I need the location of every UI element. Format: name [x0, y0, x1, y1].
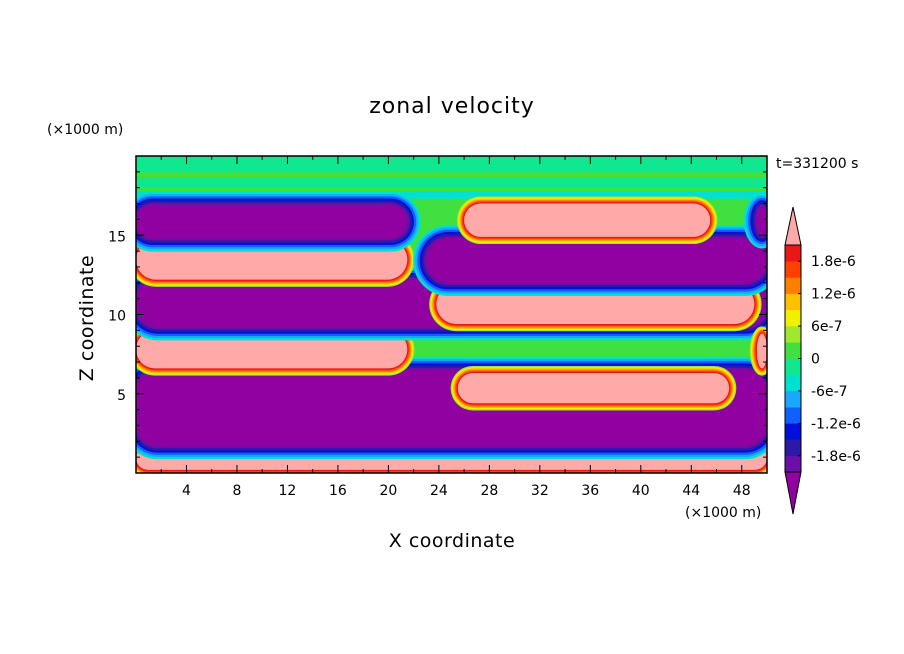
x-tick-label: 36: [581, 483, 599, 499]
colorbar-label: 1.2e-6: [811, 287, 856, 303]
x-tick-label: 44: [682, 483, 700, 499]
region-10: [749, 326, 767, 376]
region-10-core: [756, 333, 767, 369]
colorbar-label: 6e-7: [811, 319, 842, 335]
colorbar-segment-3: [785, 407, 801, 424]
x-tick-label: 4: [182, 483, 191, 499]
y-tick-label: 15: [108, 229, 126, 245]
colorbar-segment-13: [785, 245, 801, 262]
colorbar-segment-2: [785, 423, 801, 440]
colorbar-segment-1: [785, 439, 801, 457]
x-tick-label: 32: [531, 483, 549, 499]
y-axis-title: Z coordinate: [76, 255, 98, 381]
colorbar-over-triangle: [784, 206, 802, 246]
x-tick-label: 40: [632, 483, 650, 499]
x-axis-title: X coordinate: [389, 530, 515, 552]
y-unit-label: (×1000 m): [47, 122, 123, 138]
x-tick-label: 28: [480, 483, 498, 499]
x-tick-label: 8: [232, 483, 241, 499]
region-7-core: [426, 238, 767, 283]
region-8: [456, 196, 718, 245]
region-5: [136, 191, 421, 252]
plot-area: [136, 156, 767, 473]
region-9: [450, 365, 737, 411]
x-unit-label: (×1000 m): [685, 505, 761, 521]
x-tick-label: 16: [329, 483, 347, 499]
x-tick-label: 20: [379, 483, 397, 499]
colorbar-segment-5: [785, 374, 801, 392]
x-tick-label: 12: [279, 483, 297, 499]
chart-title: zonal velocity: [369, 94, 535, 119]
x-tick-label: 24: [430, 483, 448, 499]
time-label: t=331200 s: [776, 156, 858, 172]
y-tick-label: 10: [108, 309, 126, 325]
colorbar-label: -1.2e-6: [811, 416, 861, 432]
upper-band-1: [136, 178, 767, 188]
y-tick-label: 5: [117, 388, 126, 404]
colorbar-label: 1.8e-6: [811, 254, 856, 270]
region-9-core: [457, 373, 730, 404]
colorbar-segment-9: [785, 309, 801, 327]
colorbar: 1.8e-6 1.2e-6 6e-7 0 -6e-7 -1.2e-6 -1.8e-6: [784, 206, 861, 515]
colorbar-segment-6: [785, 358, 801, 376]
y-axis: 5 10 15: [108, 171, 767, 458]
colorbar-segment-10: [785, 293, 801, 311]
colorbar-segment-8: [785, 326, 801, 343]
colorbar-label: 0: [811, 352, 820, 368]
colorbar-segment-7: [785, 342, 801, 359]
colorbar-segment-4: [785, 390, 801, 408]
region-5-core: [136, 205, 408, 239]
colorbar-segment-0: [785, 455, 801, 473]
upper-band-2: [136, 190, 767, 199]
region-11-core: [756, 206, 767, 236]
x-tick-label: 48: [733, 483, 751, 499]
colorbar-segment-11: [785, 277, 801, 294]
upper-band-0: [136, 156, 767, 172]
colorbar-label: -6e-7: [811, 384, 848, 400]
colorbar-segment-12: [785, 261, 801, 278]
x-axis: 4 8 12 16 20 24 28 32 36 40 44 48: [160, 156, 751, 499]
region-11: [743, 193, 767, 249]
colorbar-under-triangle: [784, 471, 802, 515]
colorbar-label: -1.8e-6: [811, 449, 861, 465]
region-8-core: [464, 203, 711, 237]
